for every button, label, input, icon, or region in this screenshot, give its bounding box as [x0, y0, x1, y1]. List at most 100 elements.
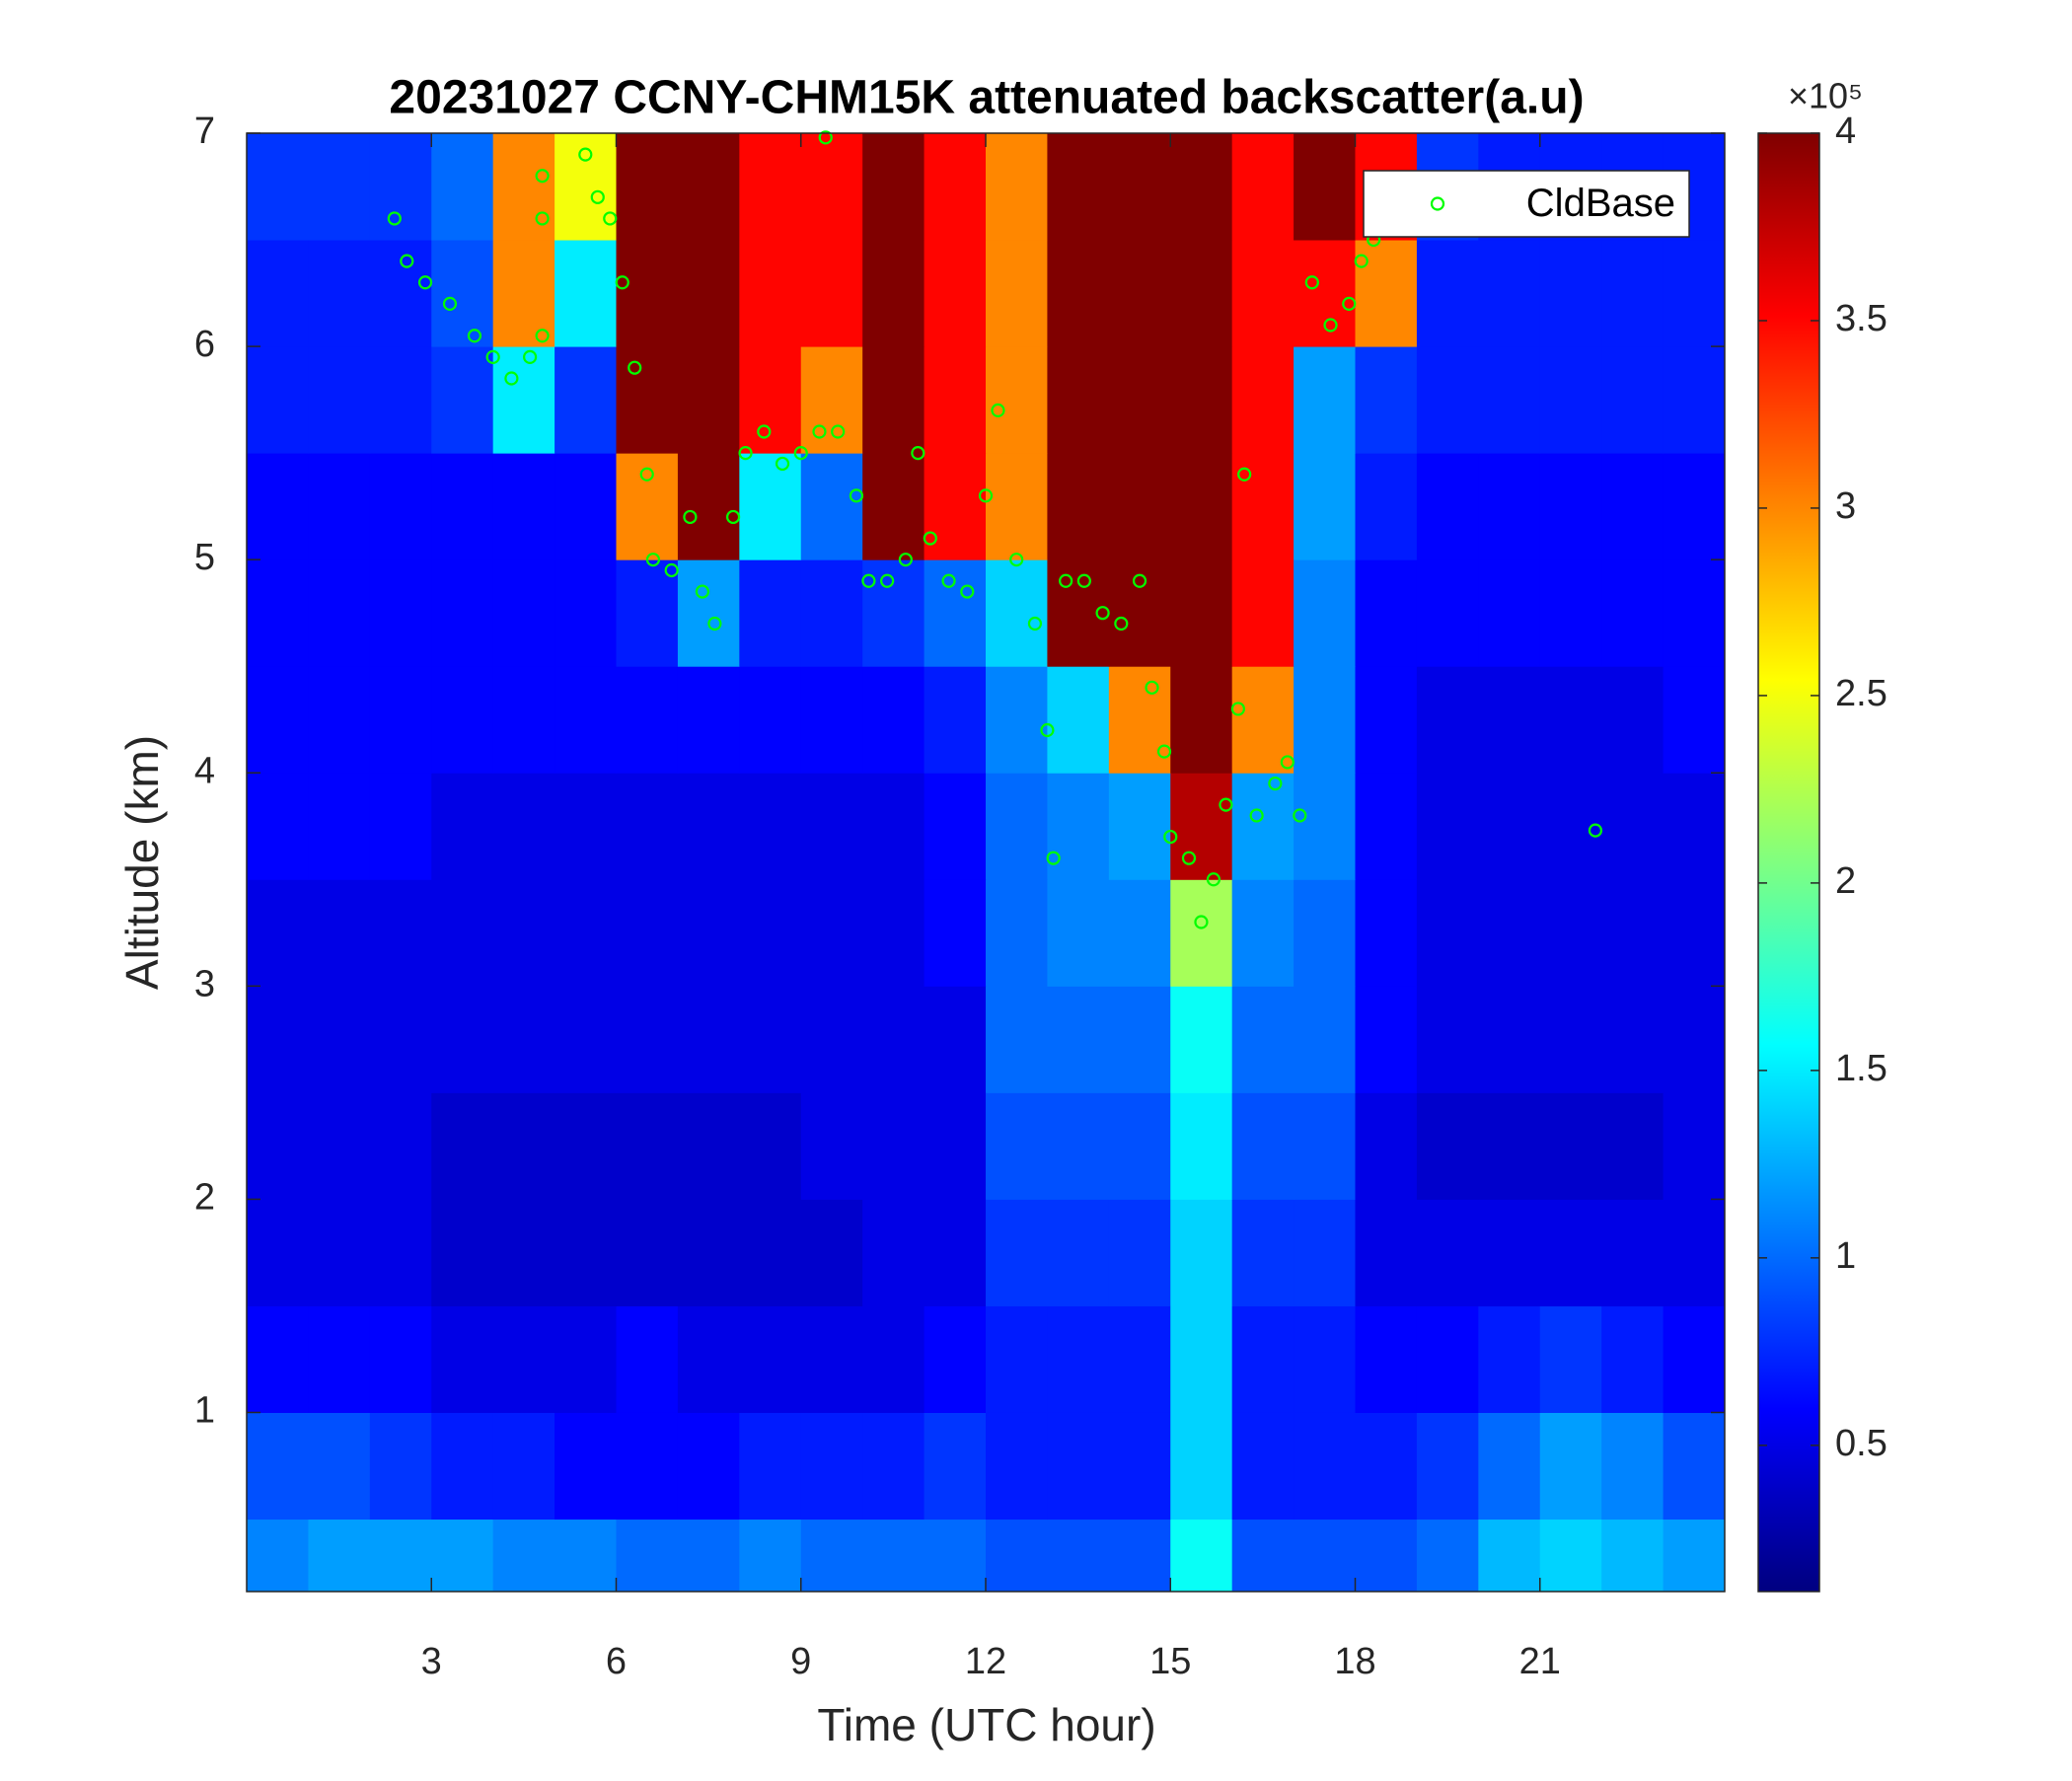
heatmap-cell [924, 240, 987, 347]
cloud-base-point [991, 403, 1005, 418]
heatmap-cell [924, 986, 987, 1093]
heatmap-cell [247, 879, 309, 987]
heatmap-cell [862, 346, 925, 454]
cloud-base-point [1280, 755, 1295, 770]
heatmap-cell [677, 1519, 740, 1593]
heatmap-cell [1231, 1412, 1295, 1521]
y-tick-label: 7 [194, 111, 215, 152]
heatmap-cell [555, 240, 617, 347]
scatter-layer [387, 130, 1603, 929]
heatmap-cell [369, 1412, 432, 1521]
heatmap-cell [431, 986, 494, 1093]
heatmap-cell [1231, 666, 1295, 774]
cloud-base-point [1145, 680, 1159, 695]
heatmap-cell [1663, 773, 1726, 880]
heatmap-cell [1539, 879, 1602, 987]
heatmap-cell [1231, 986, 1295, 1093]
heatmap-cell [739, 773, 802, 880]
heatmap-cell [1170, 1092, 1233, 1200]
heatmap-cell [1601, 1412, 1665, 1521]
cloud-base-point [1027, 616, 1043, 631]
cloud-base-point [738, 446, 753, 461]
heatmap-cell [616, 773, 679, 880]
heatmap-cell [616, 1092, 679, 1200]
heatmap-cell [492, 133, 555, 241]
cloud-base-point [1009, 553, 1024, 567]
heatmap-cell [308, 133, 371, 241]
heatmap-cell [369, 666, 432, 774]
heatmap-cell [1108, 1092, 1171, 1200]
heatmap-cell [677, 773, 740, 880]
heatmap-cell [1539, 1519, 1602, 1593]
heatmap-cell [1170, 666, 1233, 774]
heatmap-cell [986, 879, 1048, 987]
cloud-base-point [1132, 573, 1147, 588]
heatmap-cell [862, 133, 925, 241]
heatmap-cell [986, 773, 1048, 880]
colorbar-tick-label: 2 [1835, 860, 1856, 902]
colorbar-tick-label: 4 [1835, 111, 1856, 152]
x-tick-label: 6 [606, 1641, 627, 1682]
heatmap-cell [677, 666, 740, 774]
heatmap-cell [1663, 453, 1726, 560]
heatmap-cell [308, 1305, 371, 1413]
heatmap-cell [308, 879, 371, 987]
cloud-base-point [1304, 275, 1319, 290]
heatmap-cell [677, 1412, 740, 1521]
y-tick-label: 5 [194, 537, 215, 578]
heatmap-cell [1170, 1412, 1233, 1521]
cloud-base-point [590, 189, 605, 204]
heatmap-cell [986, 133, 1048, 241]
cloud-base-point [725, 509, 741, 525]
cloud-base-point [664, 562, 679, 578]
heatmap-cell [986, 986, 1048, 1093]
heatmap-cell [1231, 1199, 1295, 1306]
cloud-base-point [911, 446, 925, 461]
heatmap-cell [369, 240, 432, 347]
heatmap-cell [247, 1199, 309, 1306]
heatmap-cell [1663, 346, 1726, 454]
heatmap-cell [800, 133, 863, 241]
heatmap-cell [1231, 1092, 1295, 1200]
heatmap-cell [677, 133, 740, 241]
heatmap-cell [800, 666, 863, 774]
cloud-base-point [400, 254, 414, 268]
heatmap-cell [308, 346, 371, 454]
heatmap-cell [492, 346, 555, 454]
heatmap-cell [492, 1199, 555, 1306]
heatmap-cell [924, 1199, 987, 1306]
heatmap-cell [862, 1199, 925, 1306]
heatmap-cell [924, 1305, 987, 1413]
heatmap-cell [492, 1305, 555, 1413]
heatmap-cell [739, 1305, 802, 1413]
cloud-base-point [485, 349, 500, 364]
heatmap-cell [862, 1519, 925, 1593]
cloud-base-point [1095, 606, 1110, 621]
heatmap-cell [862, 1305, 925, 1413]
heatmap-cell [1294, 240, 1356, 347]
heatmap-cell [1047, 1412, 1110, 1521]
heatmap-cell [1108, 986, 1171, 1093]
heatmap-cell [369, 986, 432, 1093]
heatmap-cell [492, 1412, 555, 1521]
heatmap-cell [677, 346, 740, 454]
cloud-base-point [387, 211, 402, 226]
cloud-base-point [793, 446, 808, 461]
heatmap-cell [1478, 240, 1541, 347]
heatmap-cell [1416, 879, 1479, 987]
heatmap-cell [1663, 1412, 1726, 1521]
heatmap-cell [555, 453, 617, 560]
heatmap-cell [1231, 1305, 1295, 1413]
heatmap-cell [431, 1305, 494, 1413]
cloud-base-point [1354, 254, 1369, 268]
heatmap-cell [555, 879, 617, 987]
cloud-base-point [1114, 616, 1129, 631]
heatmap-cell [1170, 240, 1233, 347]
heatmap-cell [1539, 1092, 1602, 1200]
x-tick-label: 3 [421, 1641, 442, 1682]
heatmap-cell [492, 1092, 555, 1200]
heatmap-cell [1170, 879, 1233, 987]
heatmap-cell [1416, 240, 1479, 347]
heatmap-cell [1047, 559, 1110, 667]
